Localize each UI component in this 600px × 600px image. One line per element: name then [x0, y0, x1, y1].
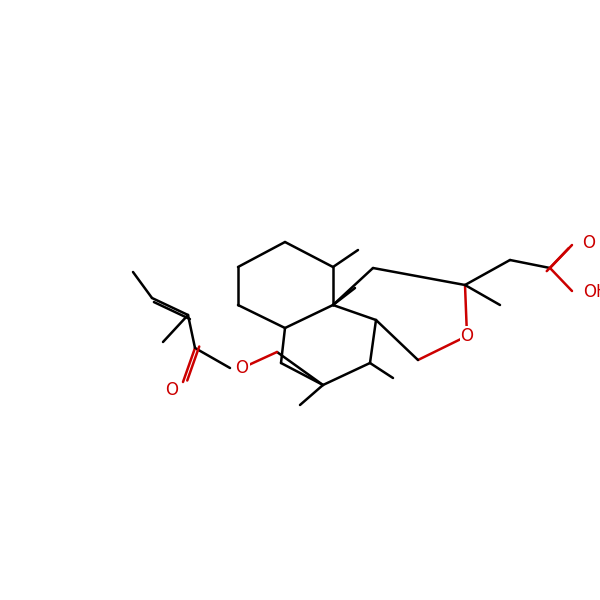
Text: O: O — [461, 327, 473, 345]
Text: O: O — [582, 234, 595, 252]
Text: O: O — [235, 359, 248, 377]
Text: O: O — [166, 381, 179, 399]
Text: OH: OH — [583, 283, 600, 301]
